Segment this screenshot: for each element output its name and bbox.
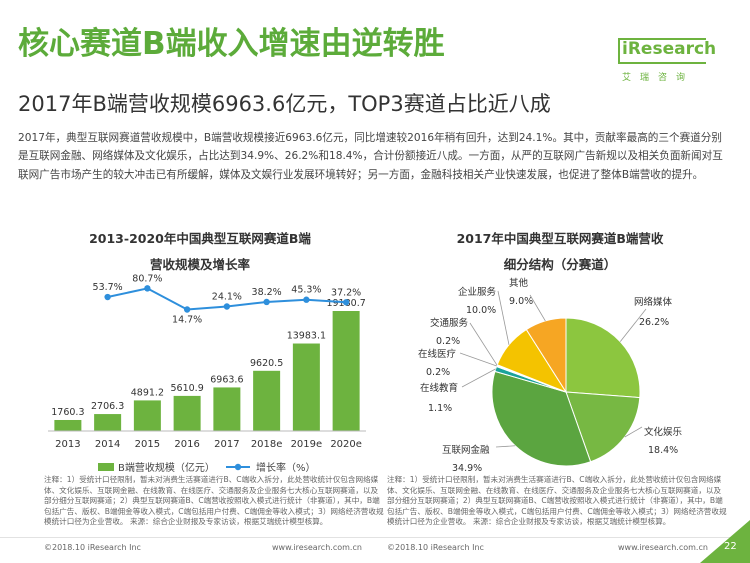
pie-label-0: 网络媒体 (634, 296, 673, 308)
growth-label-2016: 14.7% (172, 314, 202, 325)
bar-2020e (332, 311, 360, 431)
chart1-legend: B端营收规模（亿元） 增长率（%） (98, 461, 316, 474)
x-tick-2014: 2014 (95, 439, 120, 450)
logo-subtext: 艾瑞咨询 (622, 73, 695, 83)
page-title: 核心赛道B端收入增速由逆转胜 (18, 26, 445, 62)
x-tick-2020e: 2020e (330, 439, 362, 450)
pie-value-6: 10.0% (466, 305, 496, 316)
chart2-title-line1: 2017年中国典型互联网赛道B端营收 (457, 231, 664, 246)
pie-value-7: 9.0% (509, 296, 533, 307)
bar-label-2013: 1760.3 (51, 407, 84, 418)
x-tick-2016: 2016 (174, 439, 199, 450)
pie-leader-4 (459, 352, 497, 367)
bar-label-2018e: 9620.5 (250, 358, 283, 369)
pie-slice-7 (525, 317, 567, 394)
intro-paragraph: 2017年，典型互联网赛道营收规模中，B端营收规模接近6963.6亿元，同比增速… (18, 132, 723, 181)
growth-point-2015 (144, 285, 151, 292)
footer-url-left: www.iresearch.com.cn (272, 543, 362, 552)
bar-label-2014: 2706.3 (91, 401, 124, 412)
legend-label-bar: B端营收规模（亿元） (118, 461, 215, 474)
legend-swatch-bar (98, 463, 114, 471)
pie-value-0: 26.2% (639, 317, 669, 328)
chart1-title-line1: 2013-2020年中国典型互联网赛道B端 (89, 231, 311, 246)
pie-value-3: 1.1% (428, 403, 452, 414)
chart2-title-line2: 细分结构（分赛道） (504, 257, 617, 272)
pie-label-6: 企业服务 (458, 286, 497, 298)
logo-frame (618, 38, 706, 64)
growth-label-2015: 80.7% (132, 273, 162, 284)
pie-value-1: 18.4% (648, 445, 678, 456)
pie-value-2: 34.9% (452, 463, 482, 474)
growth-label-2020e: 37.2% (331, 287, 361, 298)
bar-2017 (213, 387, 241, 431)
pie-leader-5 (469, 322, 498, 366)
bar-2013 (54, 419, 82, 431)
pie-value-4: 0.2% (426, 367, 450, 378)
page-corner-triangle (700, 520, 750, 563)
iresearch-logo: iResearch 艾瑞咨询 (618, 38, 730, 88)
bar-label-2016: 5610.9 (171, 383, 204, 394)
revenue-growth-chart: 2013-2020年中国典型互联网赛道B端 营收规模及增长率 1760.3 270… (48, 231, 366, 474)
bar-label-2019e: 13983.1 (287, 331, 326, 342)
pie-slice-0 (565, 317, 641, 399)
bar-2015 (133, 400, 161, 431)
pie-label-1: 文化娱乐 (644, 426, 683, 438)
pie-label-5: 交通服务 (430, 317, 469, 329)
pie-leader-0 (619, 308, 647, 342)
x-tick-2013: 2013 (55, 439, 80, 450)
chart1-title-line2: 营收规模及增长率 (150, 257, 251, 272)
pie-leader-7 (529, 294, 546, 322)
x-tick-2019e: 2019e (291, 439, 323, 450)
bar-2018e (253, 370, 281, 431)
growth-point-2020e (342, 299, 350, 306)
pie-label-2: 互联网金融 (442, 444, 490, 456)
growth-point-2014 (104, 293, 111, 301)
pie-leader-3 (461, 368, 496, 388)
pie-label-3: 在线教育 (420, 382, 458, 394)
pie-value-5: 0.2% (436, 336, 460, 347)
x-tick-2015: 2015 (135, 439, 160, 450)
logo-text: iResearch (622, 39, 717, 59)
growth-label-2019e: 45.3% (291, 285, 321, 296)
bar-2016 (173, 395, 201, 431)
growth-label-2014: 53.7% (93, 282, 123, 293)
growth-point-2019e (303, 296, 310, 303)
legend-label-line: 增长率（%） (256, 461, 316, 474)
x-tick-2018e: 2018e (251, 439, 283, 450)
pie-leader-2 (495, 445, 516, 448)
legend-swatch-dot (234, 463, 242, 471)
footer-copyright-right: ©2018.10 iResearch Inc (387, 543, 484, 552)
bar-label-2017: 6963.6 (210, 374, 243, 385)
growth-label-2017: 24.1% (212, 291, 242, 302)
page-subtitle: 2017年B端营收规模6963.6亿元，TOP3赛道占比近八成 (18, 92, 551, 116)
pie-leader-6 (497, 290, 510, 345)
chart1-note: 注释：1）受统计口径限制，暂未对消费生活赛道进行B、C端收入拆分，此处营收统计仅… (44, 475, 384, 526)
page-number: 22 (724, 541, 737, 552)
pie-leader-1 (624, 426, 643, 438)
bar-label-2015: 4891.2 (131, 387, 164, 398)
bar-2019e (292, 343, 320, 431)
bar-2014 (94, 414, 122, 431)
footer-url-right: www.iresearch.com.cn (618, 543, 708, 552)
segment-structure-pie-chart: 2017年中国典型互联网赛道B端营收 细分结构（分赛道） 网络媒体 26.2% 文化… (418, 231, 683, 474)
footer-divider (0, 537, 750, 538)
growth-point-2016 (183, 306, 191, 313)
x-tick-2017: 2017 (214, 439, 239, 450)
footer-copyright-left: ©2018.10 iResearch Inc (44, 543, 141, 552)
chart2-note: 注释：1）受统计口径限制，暂未对消费生活赛道进行B、C端收入拆分，此处营收统计仅… (387, 475, 727, 526)
pie-slice-2 (491, 370, 592, 467)
pie-label-4: 在线医疗 (418, 348, 457, 360)
growth-label-2018e: 38.2% (252, 287, 282, 298)
pie-label-7: 其他 (509, 277, 529, 289)
growth-point-2017 (223, 303, 231, 310)
growth-point-2018e (263, 298, 270, 306)
